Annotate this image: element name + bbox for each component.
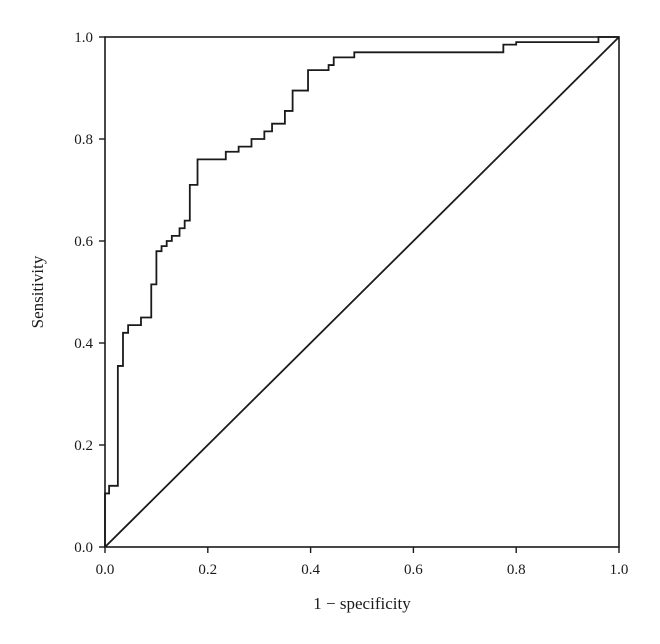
y-tick-label: 0.6 — [74, 234, 93, 250]
series-layer — [104, 36, 620, 548]
y-axis-label: Sensitivity — [28, 255, 47, 328]
y-tick-label: 1.0 — [74, 30, 93, 46]
y-tick-label: 0.2 — [74, 438, 93, 454]
roc-curve-line — [104, 36, 619, 547]
reference-diagonal-line — [104, 36, 620, 548]
y-tick-label: 0.8 — [74, 132, 93, 148]
x-tick-label: 0.4 — [301, 562, 320, 578]
y-axis-ticks: 0.0 0.2 0.4 0.6 0.8 1.0 — [74, 30, 105, 556]
x-tick-label: 0.6 — [404, 562, 423, 578]
plot-frame — [104, 36, 620, 548]
x-axis-ticks: 0.0 0.2 0.4 0.6 0.8 1.0 — [96, 547, 629, 578]
y-tick-label: 0.4 — [74, 336, 93, 352]
x-tick-label: 0.8 — [507, 562, 526, 578]
x-tick-label: 1.0 — [610, 562, 629, 578]
x-tick-label: 0.2 — [198, 562, 217, 578]
x-axis-label: 1 − specificity — [313, 594, 411, 613]
y-tick-label: 0.0 — [74, 540, 93, 556]
x-tick-label: 0.0 — [96, 562, 115, 578]
